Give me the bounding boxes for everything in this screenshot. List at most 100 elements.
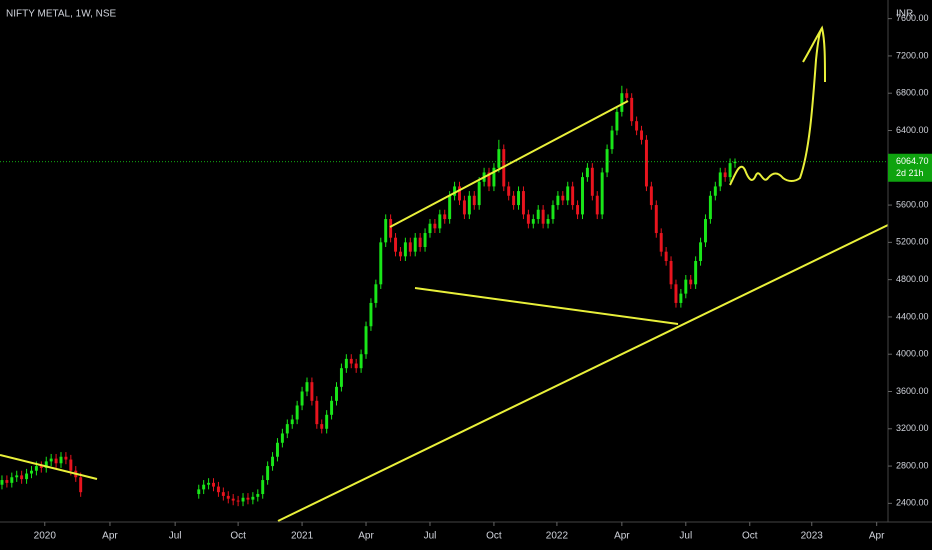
x-tick-label: Apr — [102, 531, 118, 542]
candle-body — [251, 496, 255, 500]
candle-body — [467, 195, 471, 215]
candle-body — [561, 195, 565, 201]
candle-body — [236, 500, 240, 502]
candle-body — [704, 219, 707, 243]
x-tick-label: Apr — [614, 531, 630, 542]
candle-body — [261, 480, 265, 495]
candle-body — [20, 475, 24, 480]
candle-body — [605, 149, 609, 173]
x-tick-label: Apr — [358, 531, 374, 542]
candle-body — [610, 130, 614, 150]
candle-body — [394, 237, 398, 252]
candle-body — [44, 461, 48, 468]
y-tick-label: 4000.00 — [896, 349, 929, 359]
candle-body — [531, 219, 535, 224]
candle-body — [448, 195, 452, 220]
candle-body — [566, 186, 570, 201]
candle-body — [10, 477, 14, 483]
candle-body — [369, 302, 373, 327]
candle-body — [300, 391, 304, 406]
candle-body — [310, 382, 314, 401]
candle-body — [576, 205, 580, 215]
candle-body — [384, 219, 388, 243]
candle-body — [207, 482, 211, 485]
candle-body — [487, 172, 491, 187]
y-tick-label: 5200.00 — [896, 237, 929, 247]
candle-body — [325, 414, 329, 429]
y-tick-label: 5600.00 — [896, 199, 929, 209]
candle-body — [512, 195, 516, 206]
candle-body — [354, 363, 358, 369]
y-tick-label: 7600.00 — [896, 13, 929, 23]
candle-body — [295, 405, 299, 420]
candle-body — [689, 279, 693, 285]
candle-body — [654, 205, 658, 234]
candle-body — [423, 233, 427, 248]
candle-body — [718, 172, 722, 187]
trend-line — [0, 454, 98, 480]
candle-body — [659, 233, 663, 252]
candle-body — [54, 458, 58, 464]
candle-body — [428, 223, 432, 234]
candle-body — [349, 358, 353, 364]
candle-body — [625, 93, 629, 98]
candle-body — [664, 251, 668, 261]
candle-body — [69, 459, 73, 471]
candle-body — [30, 470, 33, 474]
candle-body — [226, 495, 230, 499]
y-tick-label: 6400.00 — [896, 125, 929, 135]
candle-body — [472, 195, 476, 206]
candle-body — [507, 186, 511, 196]
candle-body — [497, 149, 501, 168]
candle-body — [197, 489, 201, 495]
candle-body — [202, 484, 206, 490]
candle-body — [320, 424, 324, 429]
candle-body — [595, 195, 599, 215]
time-axis — [0, 522, 932, 550]
candle-body — [379, 242, 383, 285]
x-tick-label: Oct — [230, 531, 246, 542]
candle-body — [433, 223, 437, 229]
candle-body — [231, 498, 235, 501]
candle-body — [275, 442, 279, 457]
trend-line — [389, 100, 629, 228]
x-tick-label: 2021 — [291, 531, 314, 542]
candle-body — [285, 424, 289, 434]
candle-body — [280, 433, 284, 443]
candle-body — [39, 466, 43, 468]
drawings — [0, 25, 889, 522]
candle-body — [364, 326, 368, 355]
candle-body — [546, 219, 550, 224]
candle-body — [541, 209, 545, 224]
price-axis — [888, 0, 932, 550]
candle-body — [581, 177, 584, 215]
candle-body — [403, 242, 407, 257]
candle-body — [374, 284, 378, 303]
candle-body — [556, 195, 560, 206]
candle-body — [674, 284, 678, 303]
candle-body — [684, 279, 688, 294]
candle-body — [49, 458, 53, 462]
candle-body — [699, 242, 703, 261]
candle-body — [708, 195, 712, 220]
candle-body — [585, 167, 589, 178]
candle-body — [418, 237, 422, 248]
candle-body — [649, 186, 653, 206]
candle-body — [669, 261, 673, 285]
candle-body — [5, 480, 9, 483]
candle-body — [620, 93, 624, 112]
candle-body — [339, 368, 343, 387]
candle-body — [266, 466, 270, 481]
candle-body — [0, 480, 4, 485]
x-tick-label: 2023 — [801, 531, 824, 542]
candle-body — [212, 482, 215, 487]
candle-body — [15, 475, 19, 478]
candle-body — [640, 130, 644, 140]
candle-body — [256, 494, 260, 497]
y-tick-label: 2800.00 — [896, 460, 929, 470]
candle-body — [271, 456, 275, 467]
last-price-label: 6064.70 — [896, 156, 929, 166]
candle-body — [679, 293, 683, 303]
